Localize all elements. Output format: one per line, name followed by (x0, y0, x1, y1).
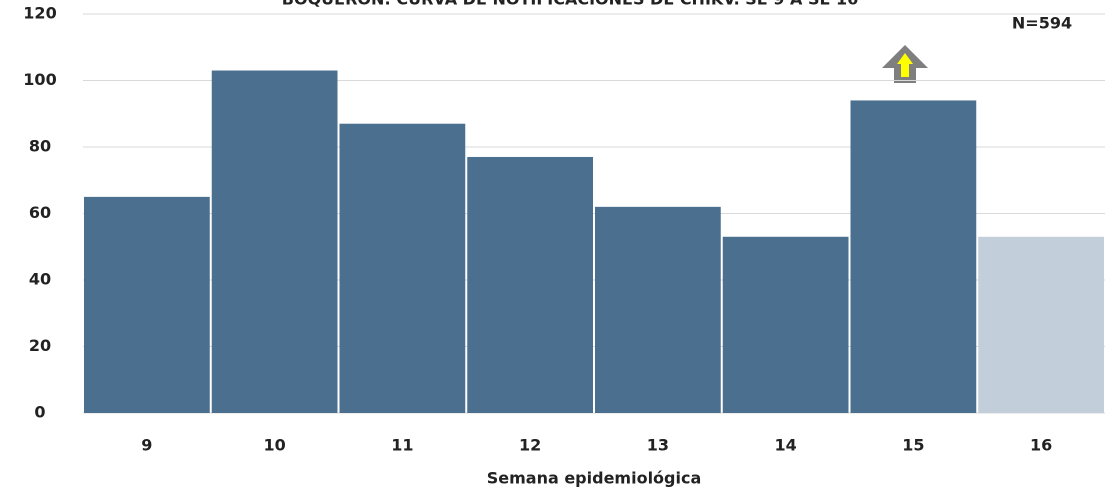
x-tick-label: 10 (263, 436, 285, 455)
chart-title: BOQUERÓN: CURVA DE NOTIFICACIONES DE CHI… (282, 0, 858, 9)
x-tick-label: 15 (902, 436, 924, 455)
bar (339, 123, 466, 413)
bar (595, 206, 721, 413)
bar (978, 236, 1104, 413)
bar (467, 156, 593, 413)
annotation: N=594 (1012, 14, 1072, 33)
bar (211, 70, 338, 414)
bar (850, 100, 977, 413)
trend-arrow-icon (882, 45, 928, 83)
x-tick-label: 11 (391, 436, 413, 455)
bar (84, 196, 210, 413)
x-tick-label: 13 (647, 436, 669, 455)
x-tick-label: 16 (1030, 436, 1052, 455)
x-tick-label: 14 (774, 436, 796, 455)
y-tick-label: 120 (23, 4, 56, 23)
x-tick-label: 12 (519, 436, 541, 455)
y-tick-label: 20 (29, 336, 51, 355)
y-tick-label: 40 (29, 270, 51, 289)
y-tick-label: 80 (29, 137, 51, 156)
bar (722, 236, 849, 413)
x-axis-label: Semana epidemiológica (487, 469, 702, 488)
y-tick-label: 60 (29, 203, 51, 222)
y-tick-label: 100 (23, 70, 56, 89)
y-tick-label: 0 (34, 403, 45, 422)
x-tick-label: 9 (141, 436, 152, 455)
